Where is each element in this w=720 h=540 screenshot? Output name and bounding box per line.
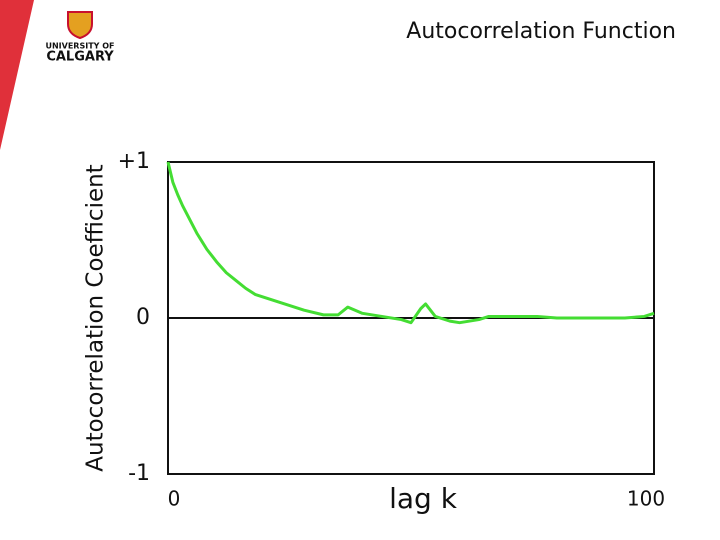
logo-text: CALGARY: [46, 50, 114, 65]
x-tick-label: 0: [168, 487, 181, 511]
acf-line: [166, 161, 655, 325]
logo-shield: [67, 11, 93, 40]
chart-title: Autocorrelation Function: [406, 19, 676, 44]
y-axis-label: Autocorrelation Coefficient: [83, 164, 109, 471]
decor-stripe: [0, 0, 34, 150]
logo-text: UNIVERSITY OF: [45, 42, 114, 51]
logo: UNIVERSITY OF CALGARY: [45, 11, 115, 65]
y-tick-label: 0: [136, 305, 150, 330]
x-tick-label: 100: [627, 487, 665, 511]
x-axis-label: lag k: [389, 482, 458, 515]
y-tick-label: -1: [128, 461, 150, 486]
y-tick-label: +1: [118, 149, 150, 174]
